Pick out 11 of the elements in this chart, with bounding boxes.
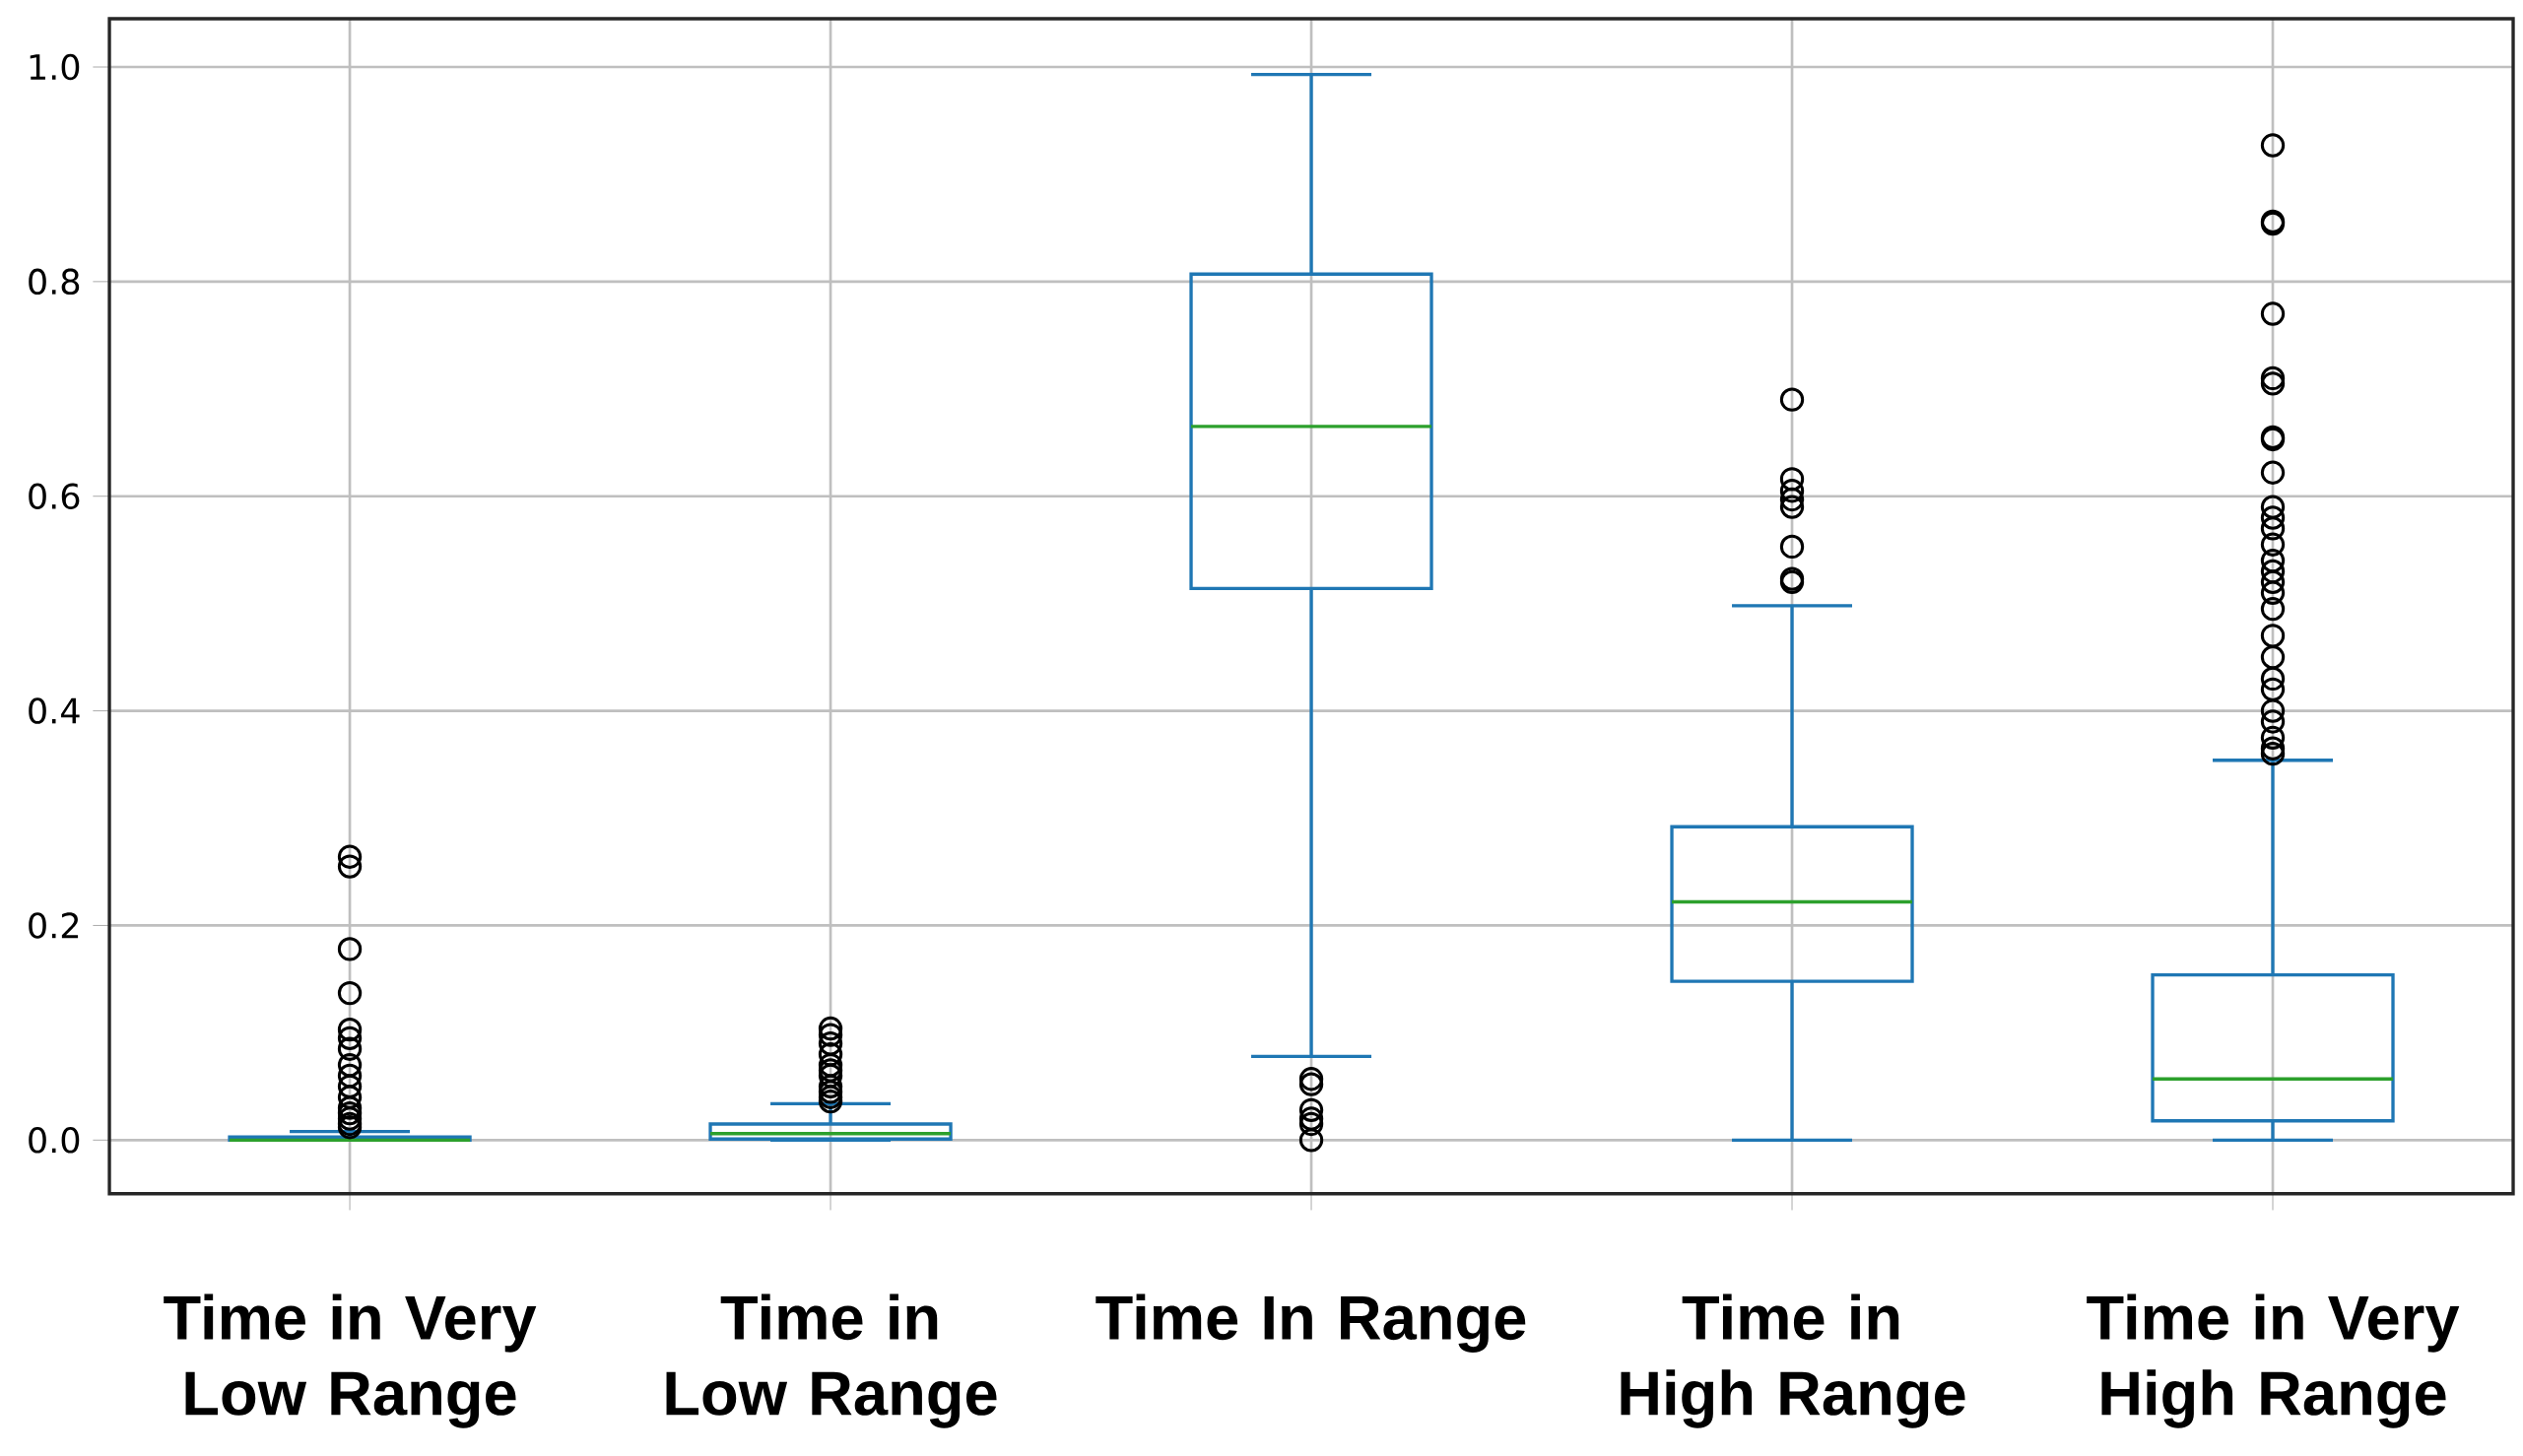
y-tick-label: 0.2 [29,912,79,939]
x-tick-label: Time in High Range [1621,1293,1965,1428]
y-tick-label: 1.0 [30,53,80,81]
x-tick-label: Time in Very High Range [2087,1293,2460,1428]
x-tick-label: Time in Low Range [666,1293,997,1428]
y-tick-label: 0.6 [29,483,80,509]
x-tick-label: Time in Very Low Range [164,1293,537,1428]
y-tick-label: 0.8 [29,268,80,296]
y-tick-label: 0.4 [29,697,80,724]
y-tick-label: 0.0 [29,1127,80,1154]
x-tick-label: Time In Range [1096,1293,1526,1354]
